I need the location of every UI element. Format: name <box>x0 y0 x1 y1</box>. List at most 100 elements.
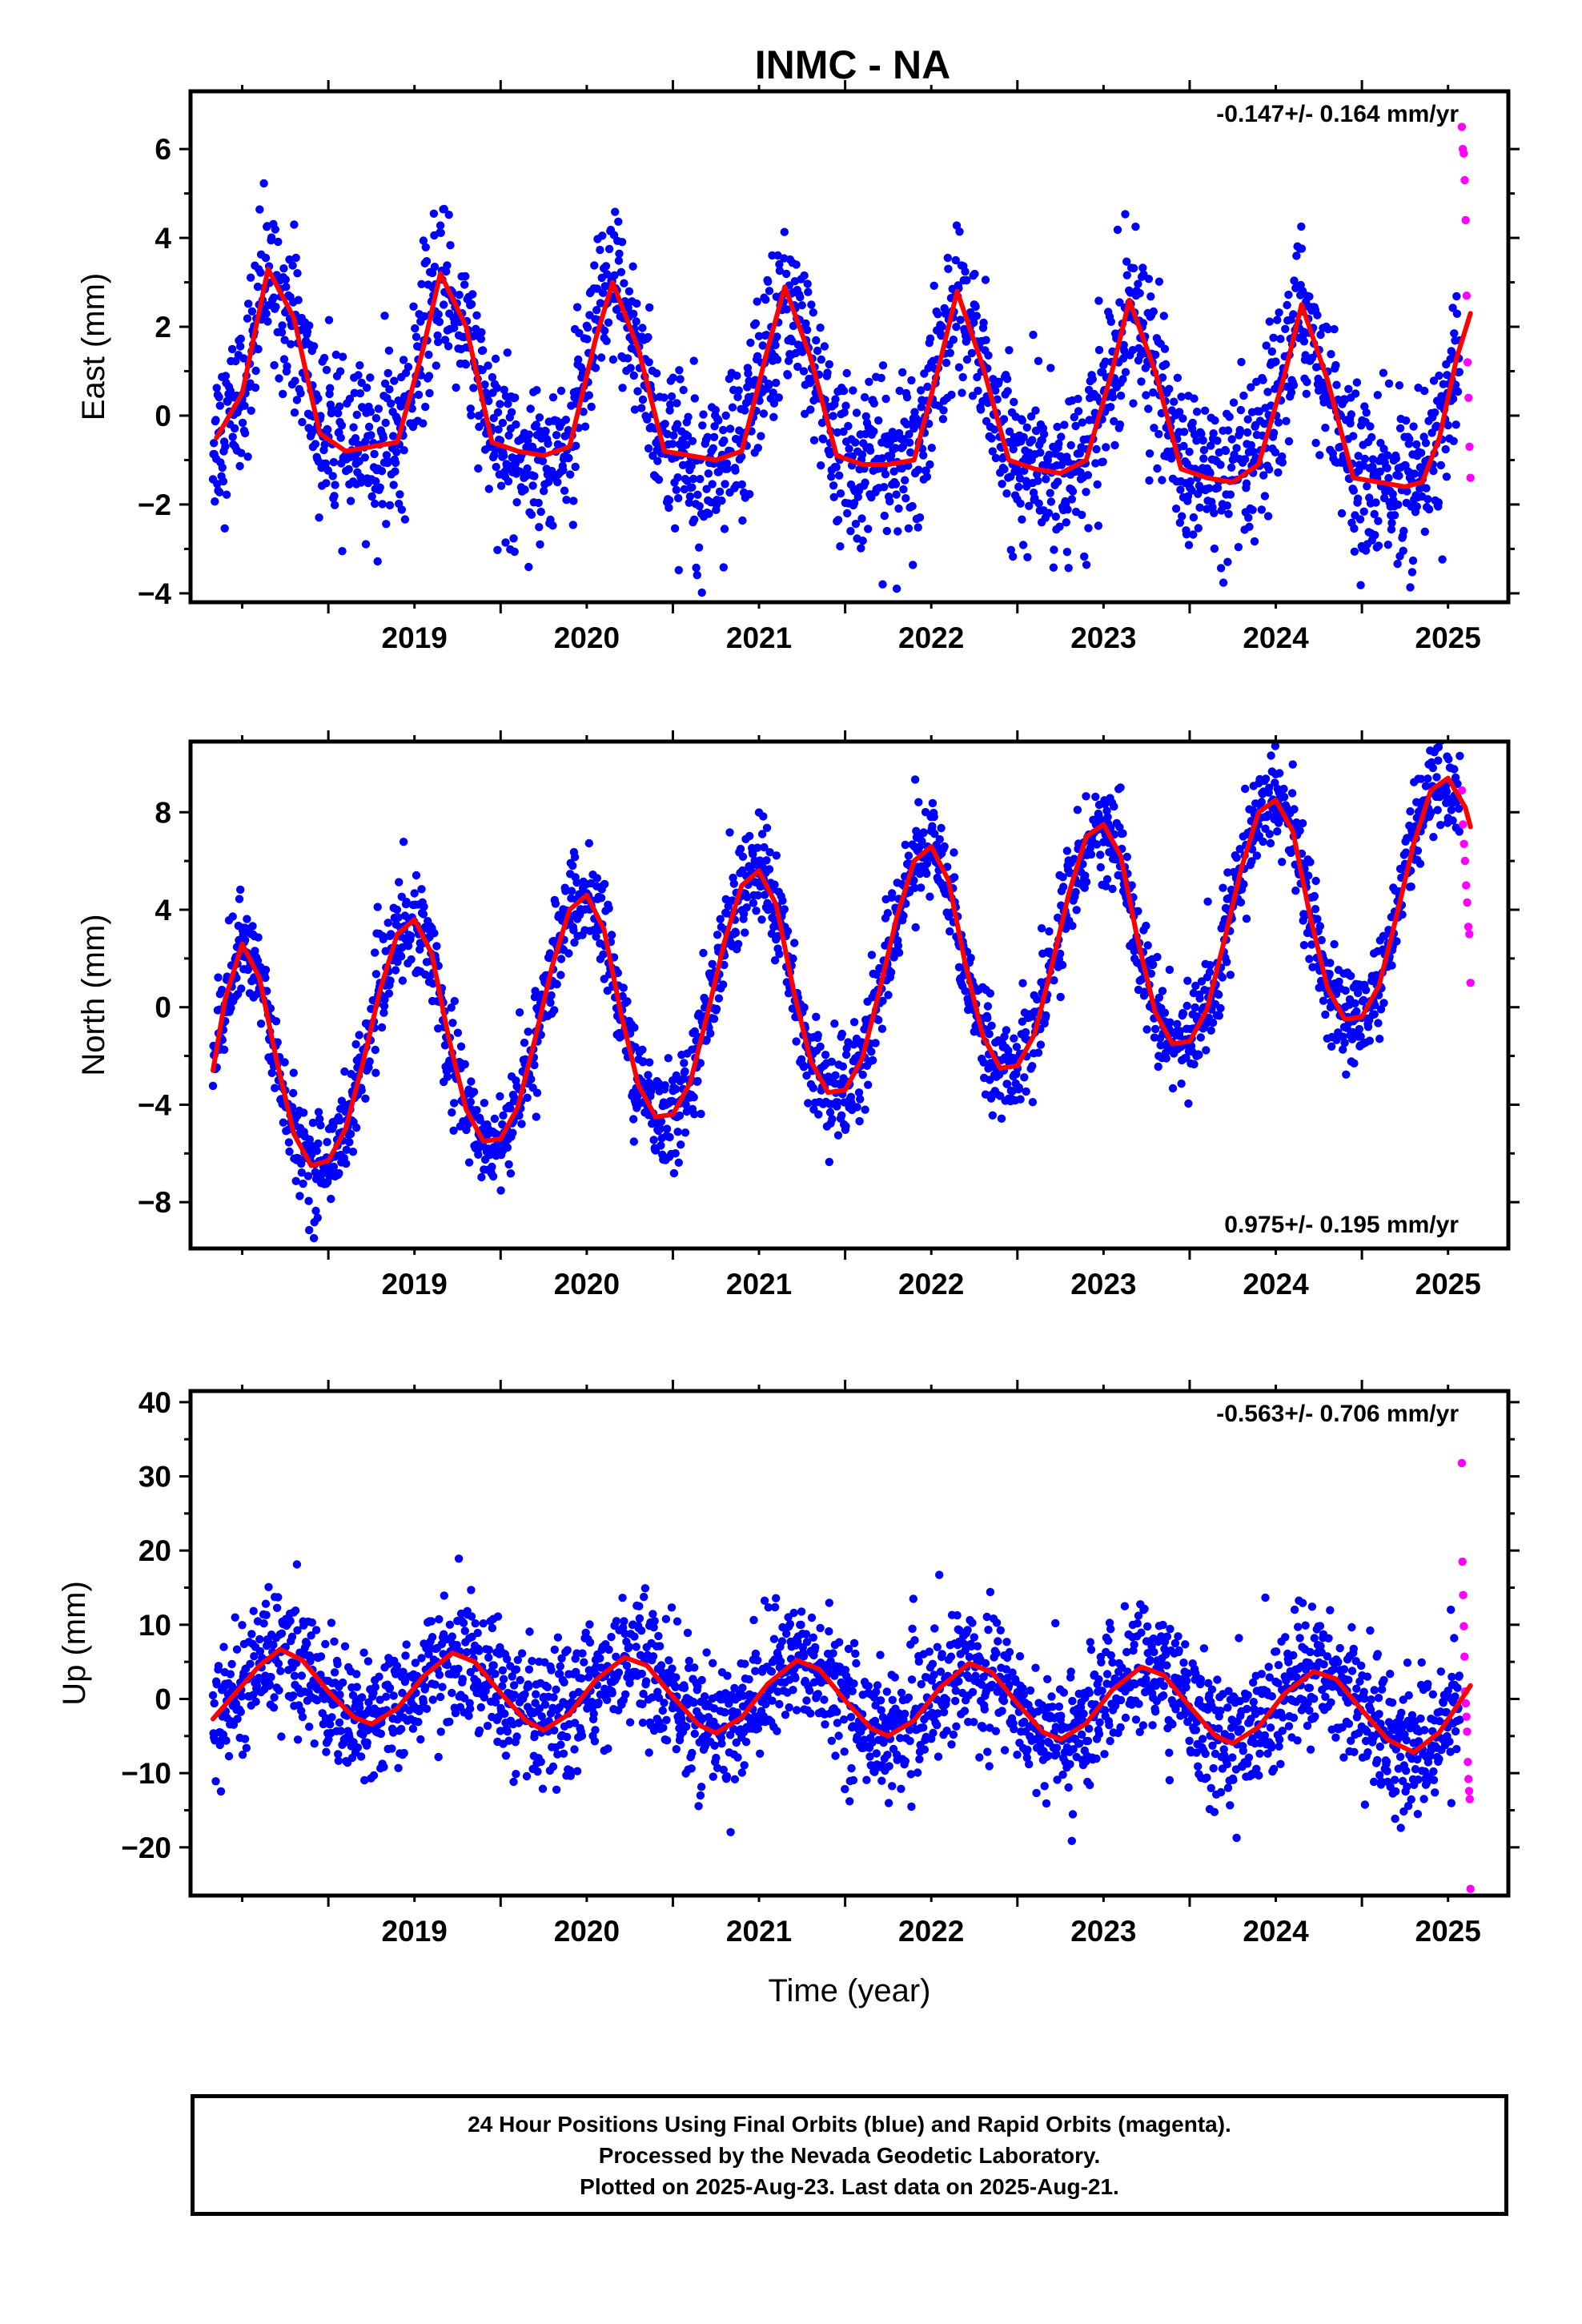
final-point <box>382 520 391 529</box>
final-point <box>460 280 469 289</box>
final-point <box>981 275 990 284</box>
final-point <box>944 264 953 273</box>
final-point <box>656 1124 665 1133</box>
final-point <box>357 378 366 388</box>
final-point <box>1436 460 1446 470</box>
final-point <box>1165 965 1174 975</box>
final-point <box>474 464 483 473</box>
final-point <box>1223 958 1231 967</box>
final-point <box>567 887 576 895</box>
final-point <box>274 1659 283 1668</box>
final-point <box>1010 1034 1018 1043</box>
final-point <box>1176 485 1185 494</box>
final-point <box>244 300 253 308</box>
final-point <box>708 959 717 969</box>
final-point <box>507 408 516 416</box>
final-point <box>1134 907 1142 916</box>
final-point <box>496 400 504 408</box>
y-tick-label: −2 <box>138 489 171 521</box>
final-point <box>291 1606 300 1615</box>
final-point <box>674 1158 683 1168</box>
final-point <box>1371 530 1379 540</box>
final-point <box>1115 420 1125 429</box>
final-point <box>592 932 600 941</box>
final-point <box>1046 489 1054 497</box>
final-point <box>1031 406 1040 415</box>
final-point <box>907 376 916 385</box>
final-point <box>240 1735 250 1743</box>
final-point <box>899 911 908 920</box>
final-point <box>1331 360 1340 370</box>
final-point <box>378 500 387 509</box>
final-point <box>1108 884 1117 894</box>
final-point <box>304 1196 313 1205</box>
final-point <box>881 470 890 479</box>
final-point <box>536 507 545 517</box>
y-tick-label: 0 <box>155 991 171 1024</box>
final-point <box>1407 883 1415 891</box>
final-point <box>695 501 704 511</box>
final-point <box>1032 426 1041 436</box>
final-point <box>613 968 622 978</box>
final-point <box>1406 583 1415 592</box>
final-point <box>654 475 664 485</box>
final-point <box>530 1060 539 1070</box>
final-point <box>1192 408 1202 416</box>
final-point <box>1442 472 1452 481</box>
final-point <box>1171 505 1181 513</box>
final-point <box>236 885 245 895</box>
final-point <box>215 392 223 402</box>
final-point <box>632 317 640 326</box>
final-point <box>1098 457 1107 466</box>
final-point <box>673 473 682 482</box>
final-point <box>476 335 485 344</box>
final-point <box>682 440 691 449</box>
final-point <box>1252 851 1262 860</box>
final-point <box>895 386 904 396</box>
final-point <box>1279 793 1289 802</box>
final-point <box>704 469 713 478</box>
final-point <box>490 1114 500 1124</box>
final-point <box>835 471 844 480</box>
final-point <box>1226 971 1235 979</box>
final-point <box>796 292 805 302</box>
final-point <box>902 392 912 402</box>
final-point <box>1239 391 1248 400</box>
final-point <box>970 318 978 328</box>
final-point <box>208 1691 218 1700</box>
final-point <box>731 466 740 475</box>
final-point <box>710 422 719 431</box>
final-point <box>272 1603 282 1613</box>
final-point <box>1153 464 1162 473</box>
final-point <box>867 1047 876 1056</box>
rapid-point <box>1465 442 1474 451</box>
final-point <box>1156 1041 1165 1050</box>
final-point <box>709 432 719 441</box>
final-point <box>355 1031 363 1039</box>
y-tick-label: 0 <box>155 400 171 432</box>
final-point <box>857 514 866 523</box>
final-point <box>696 1059 705 1068</box>
final-point <box>812 336 821 345</box>
final-point <box>584 391 593 400</box>
final-point <box>263 317 272 326</box>
final-point <box>1421 782 1431 790</box>
final-point <box>380 995 389 1004</box>
final-point <box>991 453 1001 463</box>
final-point <box>440 336 450 344</box>
final-point <box>1182 1001 1191 1011</box>
final-point <box>1063 505 1072 514</box>
final-point <box>1194 524 1203 533</box>
final-point <box>1348 1027 1357 1037</box>
final-point <box>857 544 865 553</box>
final-point <box>1239 880 1248 889</box>
final-point <box>1282 416 1291 425</box>
final-point <box>345 394 355 404</box>
final-point <box>267 233 276 242</box>
final-point <box>560 486 569 495</box>
final-point <box>1236 405 1246 415</box>
final-point <box>488 1162 496 1172</box>
final-point <box>1283 300 1291 310</box>
final-point <box>1074 394 1082 404</box>
final-point <box>849 1018 859 1027</box>
